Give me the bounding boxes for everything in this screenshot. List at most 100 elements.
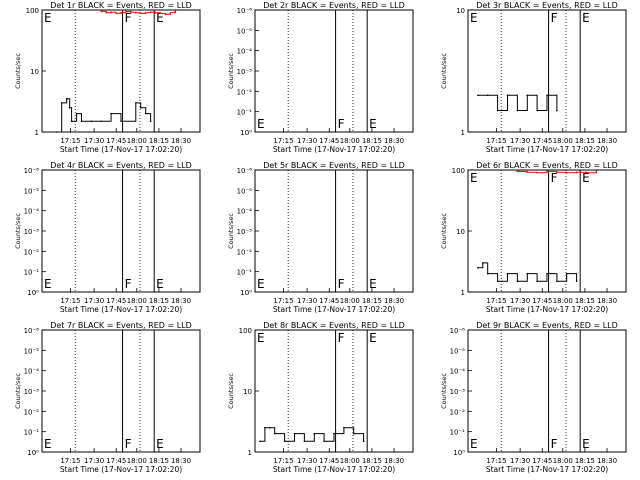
data-point — [313, 432, 316, 435]
marker-e-left: E — [44, 277, 52, 291]
marker-f: F — [338, 117, 345, 131]
y-tick-label: 10⁻³ — [450, 388, 466, 396]
y-tick-label: 10⁰ — [240, 129, 252, 137]
x-tick-label: 17:15 — [60, 137, 80, 145]
marker-e-left: E — [44, 11, 52, 25]
x-tick-label: 18:00 — [553, 457, 573, 465]
data-point — [68, 106, 71, 109]
data-point — [283, 440, 286, 443]
data-point — [110, 11, 112, 14]
x-tick-label: 18:00 — [340, 457, 360, 465]
marker-e: E — [369, 117, 377, 131]
data-point — [496, 280, 499, 283]
x-tick-label: 17:15 — [60, 297, 80, 305]
marker-e: E — [369, 277, 377, 291]
y-tick-label: 10⁻⁵ — [237, 27, 253, 35]
y-tick-label: 10⁻¹ — [24, 269, 40, 277]
marker-e-left: E — [470, 437, 478, 451]
data-point — [139, 12, 142, 15]
y-tick-label: 10⁻¹ — [237, 269, 253, 277]
y-tick-label: 10⁻⁴ — [24, 208, 40, 216]
y-tick-label: 10⁻⁵ — [237, 187, 253, 195]
x-tick-label: 17:30 — [84, 137, 104, 145]
x-tick-label: 18:30 — [384, 297, 404, 305]
series-line-events — [259, 427, 365, 442]
x-tick-label: 17:30 — [297, 297, 317, 305]
x-tick-label: 18:15 — [575, 457, 595, 465]
x-axis-label: Start Time (17-Nov-17 17:02:20) — [60, 465, 182, 474]
data-point — [477, 266, 479, 269]
data-point — [565, 272, 568, 275]
marker-e-left: E — [470, 171, 478, 185]
data-point — [259, 440, 261, 443]
data-point — [516, 280, 519, 283]
y-tick-label: 10⁻⁴ — [237, 48, 253, 56]
data-point — [115, 12, 117, 15]
data-point — [362, 440, 365, 443]
x-tick-label: 17:45 — [319, 457, 339, 465]
y-tick-label: 10⁻¹ — [24, 429, 40, 437]
data-point — [556, 109, 558, 112]
data-point — [60, 102, 63, 104]
y-tick-label: 100 — [452, 167, 465, 175]
y-tick-label: 10 — [456, 7, 465, 15]
series-line-events — [477, 262, 578, 282]
y-tick-label: 10⁻⁶ — [24, 327, 40, 335]
y-tick-label: 10⁻¹ — [237, 109, 253, 117]
x-tick-label: 18:30 — [171, 137, 191, 145]
x-tick-label: 18:15 — [149, 457, 169, 465]
marker-e-left: E — [257, 117, 265, 131]
x-tick-label: 18:15 — [362, 137, 382, 145]
x-tick-label: 18:30 — [597, 457, 617, 465]
x-tick-label: 17:45 — [319, 137, 339, 145]
y-tick-label: 10⁻⁵ — [24, 187, 40, 195]
x-tick-label: 17:45 — [319, 297, 339, 305]
x-tick-label: 18:00 — [553, 137, 573, 145]
x-axis-label: Start Time (17-Nov-17 17:02:20) — [486, 305, 608, 314]
data-point — [477, 94, 479, 97]
y-tick-label: 100 — [239, 327, 252, 335]
x-tick-label: 17:45 — [106, 297, 126, 305]
y-tick-label: 10 — [30, 68, 39, 76]
data-point — [100, 120, 103, 123]
data-point — [516, 109, 519, 112]
y-tick-label: 1 — [461, 129, 465, 137]
data-point — [482, 262, 484, 264]
x-tick-label: 18:30 — [384, 137, 404, 145]
data-point — [323, 440, 325, 443]
y-axis-label: Counts/sec — [440, 53, 448, 89]
x-tick-label: 18:30 — [171, 297, 191, 305]
y-tick-label: 10⁻² — [237, 248, 253, 256]
marker-f: F — [551, 437, 558, 451]
x-tick-label: 18:00 — [127, 137, 147, 145]
data-point — [565, 171, 568, 174]
marker-f: F — [338, 277, 345, 291]
y-tick-label: 10⁻⁶ — [450, 327, 466, 335]
x-tick-label: 17:15 — [273, 137, 293, 145]
series-line-events — [477, 94, 558, 111]
x-tick-label: 17:45 — [106, 457, 126, 465]
x-tick-label: 18:15 — [575, 297, 595, 305]
marker-e: E — [582, 437, 590, 451]
detector-panel-7: Det 7r BLACK = Events, RED = LLD 17:15 17:… — [14, 321, 201, 474]
data-point — [174, 10, 177, 13]
data-point — [496, 109, 499, 112]
y-tick-label: 10⁻⁶ — [24, 167, 40, 175]
x-tick-label: 17:45 — [532, 297, 552, 305]
data-point — [135, 102, 137, 104]
data-point — [556, 171, 558, 174]
marker-f: F — [551, 11, 558, 25]
marker-e: E — [156, 437, 164, 451]
y-axis-label: Counts/sec — [14, 373, 22, 409]
panel-title: Det 8r BLACK = Events, RED = LLD — [263, 321, 405, 330]
x-tick-label: 17:15 — [486, 457, 506, 465]
data-point — [536, 280, 538, 283]
x-axis-label: Start Time (17-Nov-17 17:02:20) — [273, 465, 395, 474]
panel-title: Det 2r BLACK = Events, RED = LLD — [263, 1, 405, 10]
x-tick-label: 18:00 — [340, 297, 360, 305]
data-point — [144, 11, 147, 14]
x-axis-label: Start Time (17-Nov-17 17:02:20) — [273, 305, 395, 314]
x-tick-label: 18:30 — [597, 297, 617, 305]
x-tick-label: 17:45 — [532, 457, 552, 465]
